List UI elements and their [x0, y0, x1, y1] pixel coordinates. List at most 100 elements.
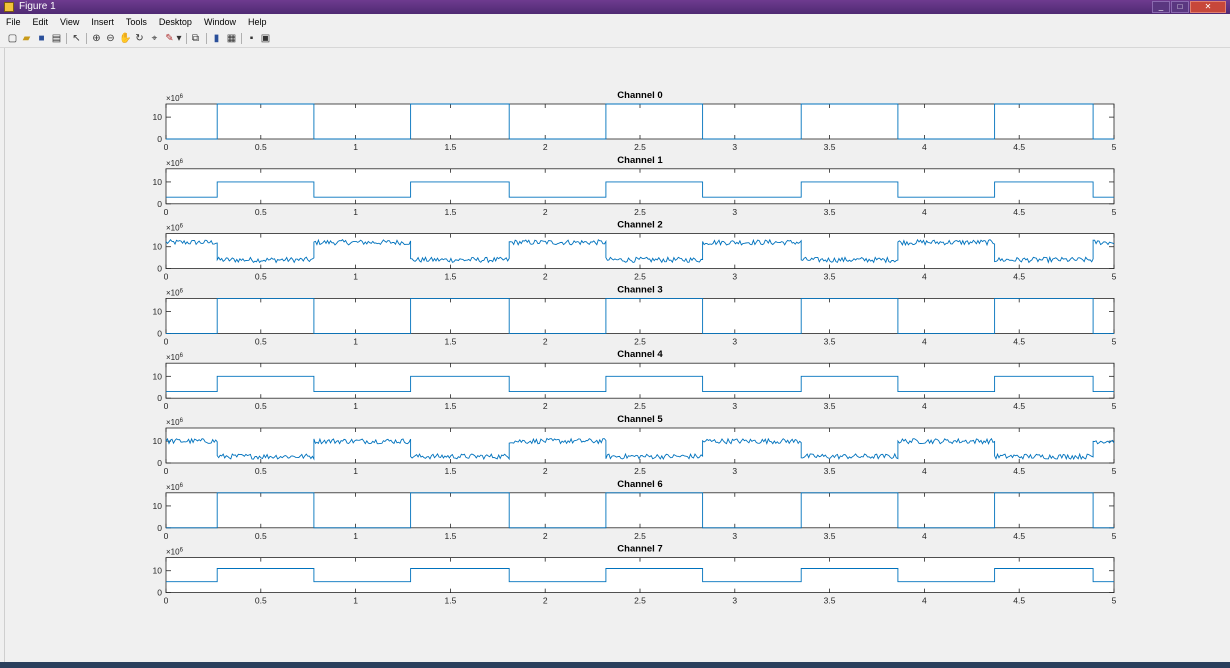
show-plot-tools-icon[interactable]: ▣ [260, 33, 271, 44]
x-tick-label: 1.5 [444, 207, 456, 217]
zoom-out-icon[interactable]: ⊖ [106, 33, 115, 44]
x-tick-label: 2.5 [634, 401, 646, 411]
x-tick-label: 4 [922, 596, 927, 606]
close-button[interactable]: ✕ [1190, 1, 1226, 13]
menu-desktop[interactable]: Desktop [158, 17, 192, 27]
x-tick-label: 1 [353, 336, 358, 346]
x-tick-label: 2.5 [634, 272, 646, 282]
x-tick-label: 1.5 [444, 401, 456, 411]
x-tick-label: 2.5 [634, 466, 646, 476]
toolbar-separator [241, 33, 242, 44]
y-tick-label: 10 [153, 307, 163, 317]
x-tick-label: 3 [732, 401, 737, 411]
x-tick-label: 4 [922, 401, 927, 411]
subplot-title: Channel 2 [617, 220, 662, 231]
rotate-icon[interactable]: ↻ [135, 33, 144, 44]
zoom-in-icon[interactable]: ⊕ [92, 33, 101, 44]
signal-line [166, 492, 1114, 529]
colorbar-icon[interactable]: ▮ [213, 33, 220, 44]
subplot-title: Channel 4 [617, 349, 663, 360]
x-tick-label: 3.5 [824, 466, 836, 476]
signal-line [165, 238, 1115, 264]
x-tick-label: 0 [164, 401, 169, 411]
print-icon[interactable]: ▤ [51, 33, 62, 44]
menu-insert[interactable]: Insert [91, 17, 114, 27]
menu-help[interactable]: Help [247, 17, 267, 27]
x-tick-label: 0 [164, 272, 169, 282]
x-tick-label: 5 [1112, 142, 1117, 152]
subplot-title: Channel 3 [617, 284, 662, 295]
legend-icon[interactable]: ▦ [226, 33, 237, 44]
x-tick-label: 3.5 [824, 336, 836, 346]
x-tick-label: 3 [732, 272, 737, 282]
pointer-icon[interactable]: ↖ [72, 33, 81, 44]
y-exponent-label: ×106 [166, 159, 184, 168]
x-tick-label: 4 [922, 142, 927, 152]
menu-file[interactable]: File [6, 17, 21, 27]
x-tick-label: 0 [164, 207, 169, 217]
menu-window[interactable]: Window [203, 17, 236, 27]
menu-view[interactable]: View [60, 17, 80, 27]
x-tick-label: 0.5 [255, 466, 267, 476]
minimize-button[interactable]: _ [1152, 1, 1170, 13]
hide-plot-tools-icon[interactable]: ▪ [249, 33, 254, 44]
y-exponent-label: ×106 [166, 418, 184, 427]
brush-icon[interactable]: ✎ [165, 33, 174, 44]
x-tick-label: 0.5 [255, 531, 267, 541]
x-tick-label: 1 [353, 401, 358, 411]
y-tick-label: 0 [157, 393, 162, 403]
y-exponent-label: ×106 [166, 548, 184, 557]
signal-line [166, 568, 1114, 583]
maximize-button[interactable]: □ [1171, 1, 1189, 13]
x-tick-label: 4 [922, 466, 927, 476]
x-tick-label: 4.5 [1013, 336, 1025, 346]
link-plot-icon[interactable]: ⧉ [191, 33, 200, 44]
y-exponent-label: ×106 [166, 288, 184, 297]
signal-line [166, 375, 1114, 393]
y-tick-label: 10 [153, 242, 163, 252]
x-tick-label: 2 [543, 272, 548, 282]
x-tick-label: 2 [543, 596, 548, 606]
axes-box [165, 297, 1115, 334]
menu-edit[interactable]: Edit [32, 17, 49, 27]
x-tick-label: 1.5 [444, 142, 456, 152]
x-tick-label: 3 [732, 207, 737, 217]
save-icon[interactable]: ■ [38, 33, 45, 44]
y-tick-label: 0 [157, 328, 162, 338]
x-tick-label: 1 [353, 466, 358, 476]
x-tick-label: 1.5 [444, 596, 456, 606]
axes-box [165, 233, 1115, 270]
brush-dropdown-icon[interactable]: ▾ [176, 33, 182, 44]
x-tick-label: 4 [922, 272, 927, 282]
x-tick-label: 5 [1112, 272, 1117, 282]
toolbar-separator [186, 33, 187, 44]
x-tick-label: 4 [922, 207, 927, 217]
figure-toolbar: ▢ ▰ ■ ▤ ↖ ⊕ ⊖ ✋ ↻ ⌖ ✎ ▾ ⧉ ▮ ▦ ▪ ▣ [0, 30, 1230, 48]
x-tick-label: 4.5 [1013, 466, 1025, 476]
x-tick-label: 1 [353, 531, 358, 541]
x-tick-label: 4.5 [1013, 142, 1025, 152]
x-tick-label: 5 [1112, 401, 1117, 411]
axes-box [165, 557, 1115, 594]
x-tick-label: 2 [543, 336, 548, 346]
axes-box [165, 362, 1115, 399]
title-bar: Figure 1 _ □ ✕ [0, 0, 1230, 14]
x-tick-label: 3 [732, 466, 737, 476]
x-tick-label: 4 [922, 531, 927, 541]
x-tick-label: 0 [164, 336, 169, 346]
menu-tools[interactable]: Tools [125, 17, 147, 27]
pan-icon[interactable]: ✋ [119, 33, 132, 44]
y-tick-label: 10 [153, 112, 163, 122]
x-tick-label: 0.5 [255, 142, 267, 152]
data-cursor-icon[interactable]: ⌖ [151, 33, 158, 44]
y-tick-label: 0 [157, 458, 162, 468]
y-tick-label: 10 [153, 501, 163, 511]
window-title: Figure 1 [19, 1, 56, 12]
y-tick-label: 0 [157, 588, 162, 598]
x-tick-label: 3.5 [824, 531, 836, 541]
new-figure-icon[interactable]: ▢ [7, 33, 18, 44]
x-tick-label: 3.5 [824, 401, 836, 411]
open-file-icon[interactable]: ▰ [22, 33, 31, 44]
y-exponent-label: ×106 [166, 483, 184, 492]
matlab-figure-icon [4, 2, 14, 12]
